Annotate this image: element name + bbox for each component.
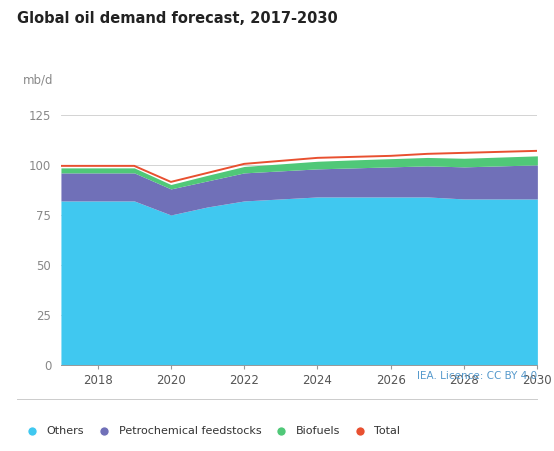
Text: IEA. Licence: CC BY 4.0: IEA. Licence: CC BY 4.0 [417,371,537,381]
Text: mb/d: mb/d [23,73,53,86]
Legend: Others, Petrochemical feedstocks, Biofuels, Total: Others, Petrochemical feedstocks, Biofue… [17,422,405,441]
Text: Global oil demand forecast, 2017-2030: Global oil demand forecast, 2017-2030 [17,11,337,26]
